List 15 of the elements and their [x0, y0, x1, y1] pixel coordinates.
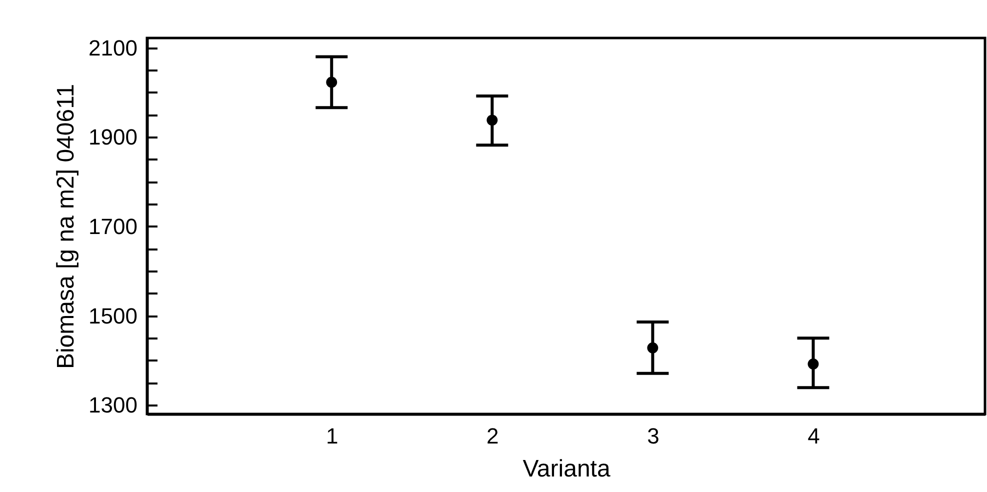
y-tick-label: 1500 — [88, 303, 138, 328]
x-axis-title: Varianta — [522, 456, 611, 482]
point — [326, 76, 338, 88]
point — [647, 342, 658, 354]
x-tick-label: 2 — [486, 424, 499, 448]
y-tick-label: 2100 — [88, 35, 138, 60]
y-axis-title: Biomasa [g na m2] 040611 — [52, 84, 80, 370]
y-tick-label: 1300 — [88, 392, 138, 418]
x-tick-label: 3 — [647, 424, 660, 448]
y-tick-label: 1900 — [88, 124, 138, 150]
x-tick-label: 4 — [808, 424, 820, 448]
x-tick-label: 1 — [326, 424, 338, 448]
y-tick-label: 1700 — [88, 214, 138, 239]
point — [808, 358, 819, 370]
point — [486, 114, 498, 126]
